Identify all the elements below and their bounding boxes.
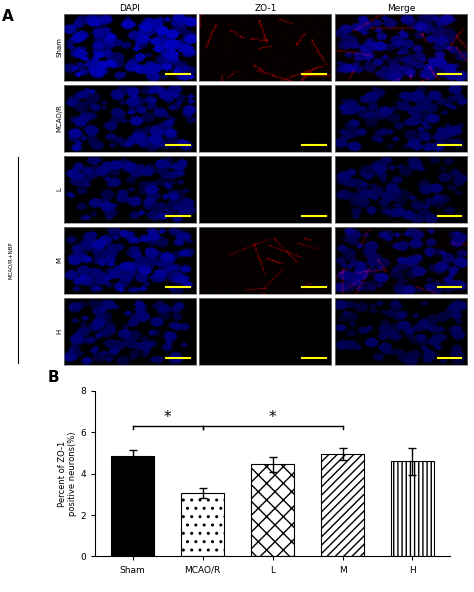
Y-axis label: H: H: [56, 329, 63, 334]
Bar: [181, 493, 224, 556]
Y-axis label: MCAO/R: MCAO/R: [56, 104, 63, 133]
Y-axis label: M: M: [56, 258, 63, 263]
Text: *: *: [164, 410, 172, 425]
Y-axis label: Sham: Sham: [56, 37, 63, 57]
Bar: [391, 461, 434, 556]
Bar: [321, 454, 364, 556]
Title: ZO-1: ZO-1: [254, 4, 277, 14]
Text: *: *: [269, 410, 276, 425]
Bar: [251, 464, 294, 556]
Y-axis label: Percent of ZO-1
positive neurons(%): Percent of ZO-1 positive neurons(%): [58, 432, 77, 516]
Text: A: A: [2, 9, 14, 24]
Text: B: B: [47, 370, 59, 385]
Y-axis label: L: L: [56, 188, 63, 191]
Text: MCAO/R+NBP: MCAO/R+NBP: [8, 242, 13, 279]
Bar: [111, 456, 155, 556]
Title: Merge: Merge: [387, 4, 416, 14]
Title: DAPI: DAPI: [119, 4, 140, 14]
